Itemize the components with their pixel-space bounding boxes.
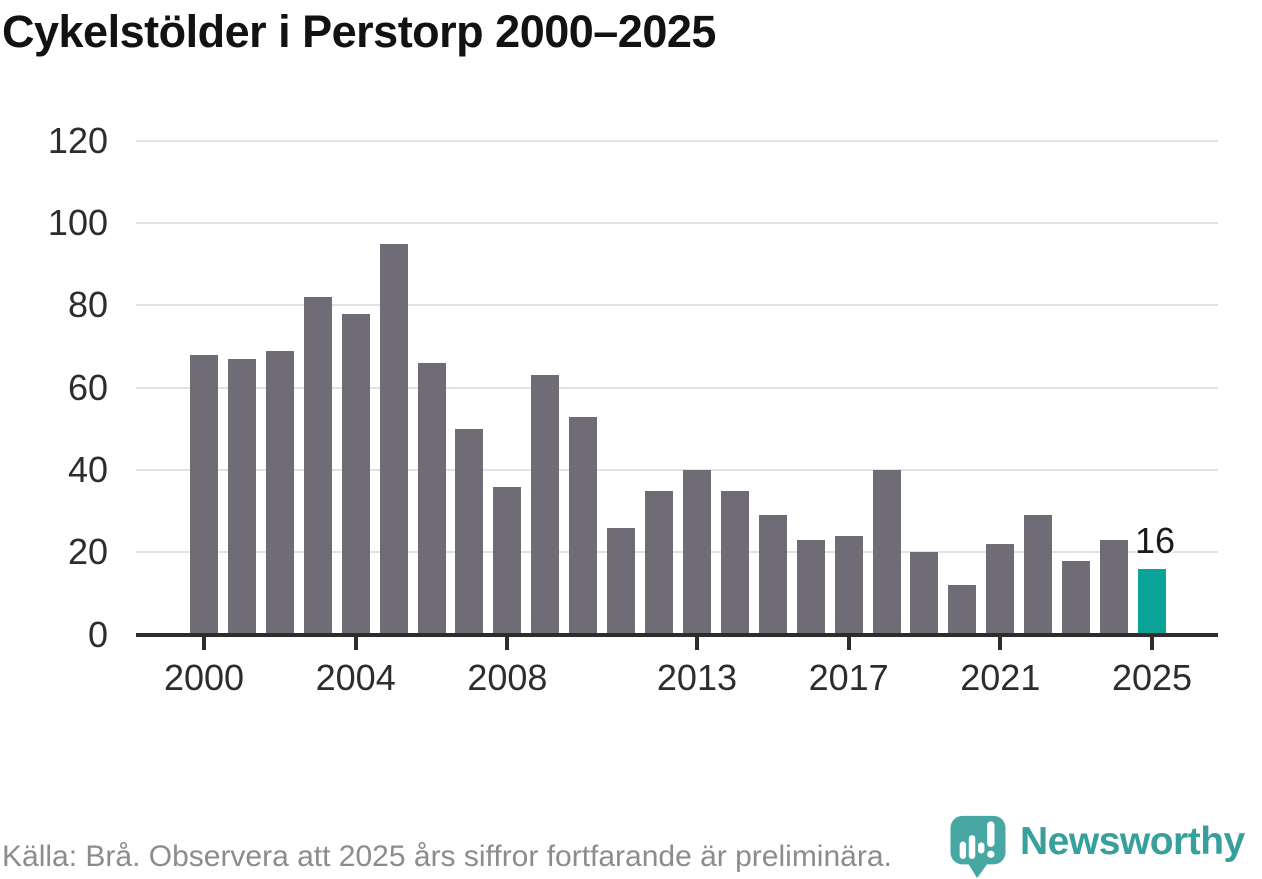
bar-2020 [948,585,977,635]
gridline-y-60 [136,386,1218,389]
bar-2010 [569,416,598,635]
x-axis-label-2025: 2025 [1111,657,1193,698]
gridline-y-40 [136,469,1218,472]
x-axis-label-2000: 2000 [163,657,245,698]
bar-2002 [265,350,294,635]
bar-2014 [720,490,749,635]
bar-value-annotation: 16 [1134,519,1176,561]
bar-2021 [986,544,1015,635]
bar-2004 [341,313,370,635]
bar-2017 [834,535,863,635]
bar-chart-pin-icon [950,815,1006,879]
y-axis-label-60: 60 [67,366,108,408]
gridline-y-100 [136,222,1218,225]
x-axis-tick-2008 [505,636,510,650]
x-axis-label-2004: 2004 [315,657,396,698]
y-axis-label-40: 40 [67,449,108,491]
bar-2024 [1100,540,1129,635]
x-axis-tick-2013 [694,636,699,650]
chart-title: Cykelstölder i Perstorp 2000–2025 [2,6,716,57]
bar-2006 [417,363,446,635]
bar-2022 [1024,515,1053,635]
bar-2015 [758,515,787,635]
bar-2001 [227,358,256,635]
bar-2013 [682,470,711,635]
x-axis-tick-2004 [353,636,358,650]
gridline-y-80 [136,304,1218,307]
y-axis-label-80: 80 [67,284,108,326]
x-axis-label-2021: 2021 [960,657,1041,698]
x-axis-tick-2021 [998,636,1003,650]
gridline-y-20 [136,551,1218,554]
x-axis-tick-2017 [846,636,851,650]
x-axis-label-2013: 2013 [656,657,737,698]
y-axis-label-0: 0 [87,613,108,655]
x-axis-line [136,632,1218,637]
source-note: Källa: Brå. Observera att 2025 års siffr… [2,840,892,873]
bar-2023 [1062,560,1091,635]
bar-2000 [190,354,218,635]
bar-2003 [303,297,332,635]
bar-2008 [493,486,522,635]
newsworthy-wordmark: Newsworthy [1020,820,1245,863]
bar-2009 [531,375,560,635]
x-axis-label-2017: 2017 [808,657,889,698]
x-axis-tick-2000 [202,636,206,650]
bar-2005 [379,243,408,635]
x-axis-tick-2025 [1150,636,1154,650]
x-axis-label-2008: 2008 [467,657,548,698]
bar-2011 [607,527,636,635]
gridline-y-120 [136,139,1218,142]
y-axis-label-100: 100 [47,202,108,244]
bar-2019 [910,552,939,635]
y-axis-label-20: 20 [67,531,108,573]
bar-2016 [796,540,825,635]
bar-2007 [455,428,484,635]
y-axis-label-120: 120 [47,119,108,161]
bar-2018 [872,470,901,635]
bar-2012 [645,490,674,635]
bar-2025 [1138,568,1166,635]
